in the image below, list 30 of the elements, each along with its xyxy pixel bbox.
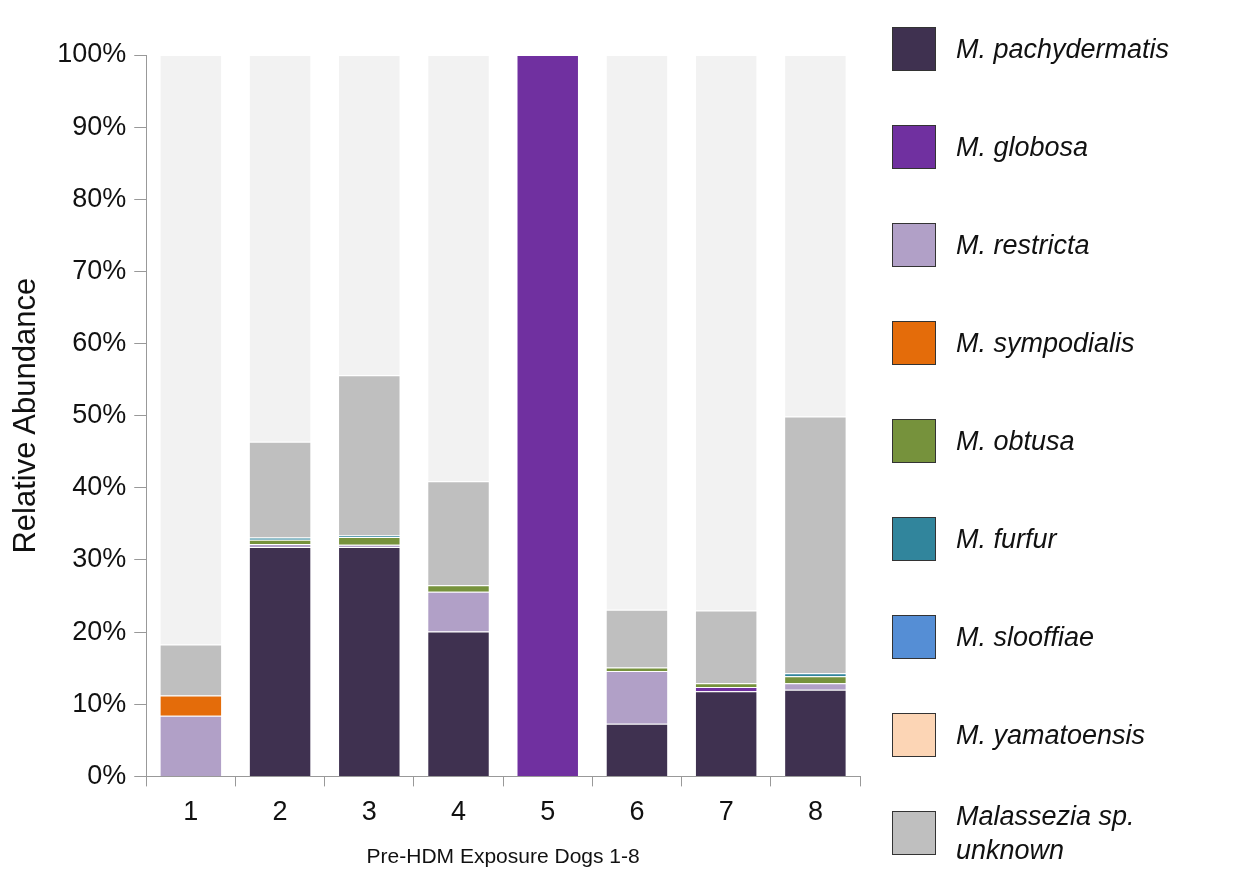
y-tick-label: 90% xyxy=(72,110,127,141)
legend-label: M. slooffiae xyxy=(956,621,1096,654)
x-tick-label: 6 xyxy=(629,796,645,827)
y-tick-label: 70% xyxy=(72,254,127,285)
x-tick-label: 4 xyxy=(451,796,467,827)
x-tick-label: 3 xyxy=(361,796,377,827)
y-tick-label: 40% xyxy=(72,471,127,502)
y-axis-title: Relative Abundance xyxy=(7,277,43,554)
x-axis-title: Pre-HDM Exposure Dogs 1-8 xyxy=(366,844,640,868)
y-tick-label: 80% xyxy=(72,182,127,213)
legend-label: M. restricta xyxy=(956,229,1091,262)
y-tick-label: 50% xyxy=(72,399,127,430)
legend-label: M. furfur xyxy=(956,523,1059,556)
y-tick-label: 100% xyxy=(57,38,127,69)
legend-label: M. yamatoensis xyxy=(956,719,1147,752)
x-tick-label: 2 xyxy=(272,796,288,827)
y-tick-label: 60% xyxy=(72,327,127,358)
legend-label: M. globosa xyxy=(956,131,1090,164)
x-tick-label: 8 xyxy=(807,796,823,827)
legend-label: M. pachydermatis xyxy=(956,33,1171,66)
legend-label: M. obtusa xyxy=(956,425,1076,458)
legend-label: M. sympodialis xyxy=(956,327,1136,360)
y-tick-label: 10% xyxy=(72,687,127,718)
legend-label: Malassezia sp. unknown xyxy=(956,800,1136,867)
x-tick-label: 1 xyxy=(183,796,199,827)
y-tick-label: 0% xyxy=(87,759,127,790)
x-tick-label: 7 xyxy=(718,796,734,827)
x-tick-label: 5 xyxy=(540,796,556,827)
y-tick-label: 20% xyxy=(72,615,127,646)
y-tick-label: 30% xyxy=(72,543,127,574)
